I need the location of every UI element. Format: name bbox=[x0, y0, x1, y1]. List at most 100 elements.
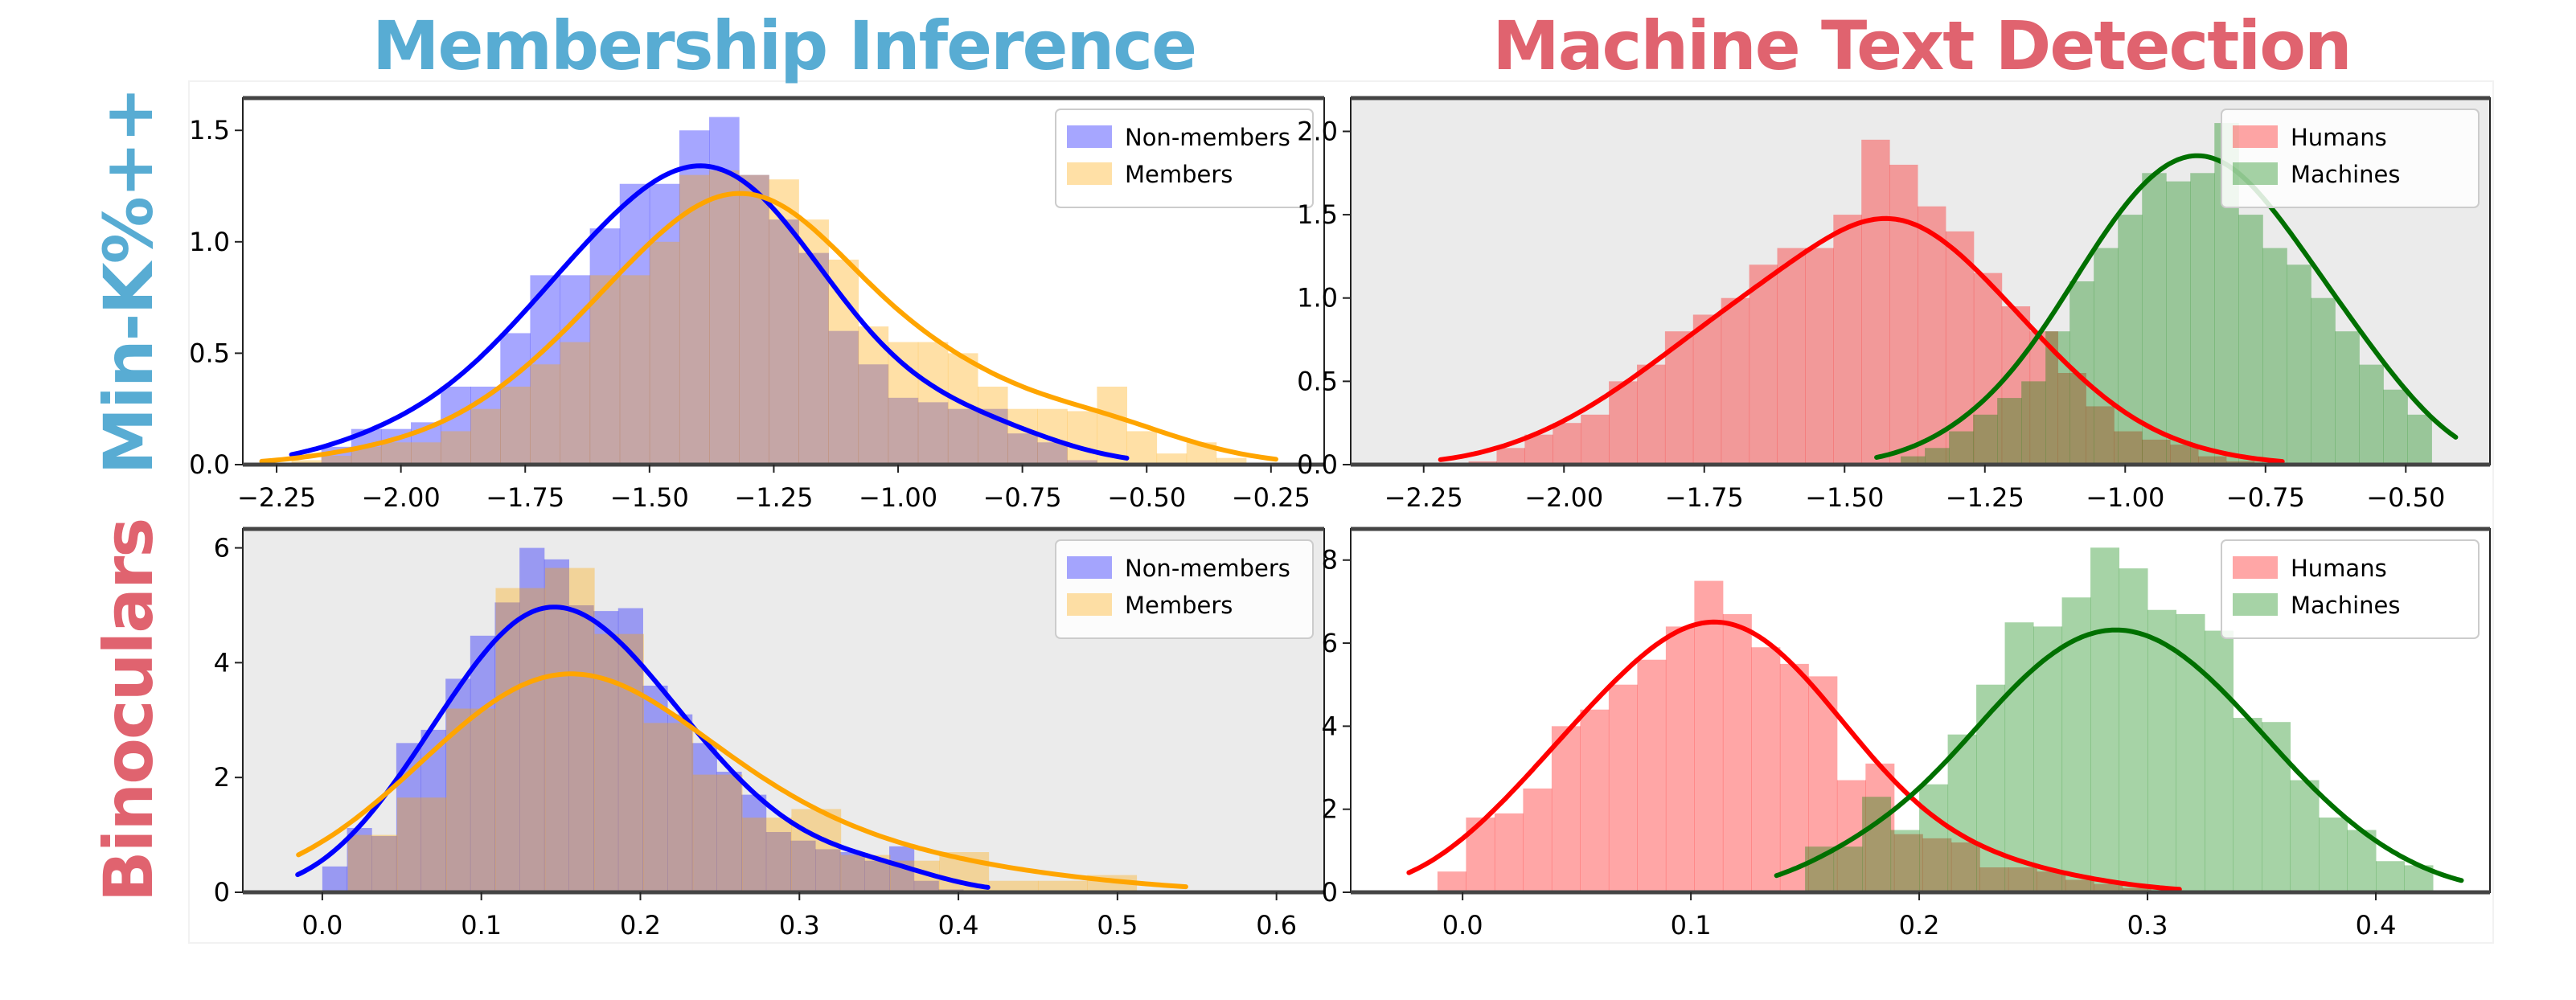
histogram-members bbox=[291, 170, 1247, 465]
column-title-machine-text-detection: Machine Text Detection bbox=[1492, 6, 2352, 85]
histogram-bar bbox=[1007, 433, 1038, 465]
histogram-bar bbox=[988, 880, 1039, 892]
histogram-bar bbox=[1861, 139, 1890, 465]
kde-line-machines bbox=[1874, 153, 2459, 460]
histogram-bar bbox=[2037, 871, 2066, 892]
histogram-bar bbox=[1751, 647, 1781, 892]
histogram-bar bbox=[917, 402, 949, 465]
kde-line-machines bbox=[1774, 627, 2464, 883]
histogram-bar bbox=[445, 678, 471, 892]
histogram-bar bbox=[1694, 580, 1724, 892]
histogram-bar bbox=[589, 228, 621, 465]
x-tick-label: 0.2 bbox=[620, 910, 661, 941]
histogram-bar bbox=[2190, 173, 2215, 465]
subplot-tr: −2.25 −2.00 −1.75 −1.50 −1.25 −1.00 −0.75 −0.50… bbox=[1297, 96, 2491, 513]
histogram-bar bbox=[519, 547, 545, 892]
column-title-membership-inference: Membership Inference bbox=[371, 6, 1197, 85]
y-tick-label: 1.0 bbox=[189, 227, 230, 257]
legend-box bbox=[1055, 109, 1314, 208]
histogram-bar bbox=[679, 174, 710, 465]
histogram-bar bbox=[560, 342, 591, 465]
legend: Humans Machines bbox=[2221, 539, 2480, 639]
legend-label-non-members: Non-members bbox=[1125, 124, 1290, 151]
histogram-bar bbox=[1156, 453, 1188, 465]
histogram-bar bbox=[396, 797, 447, 892]
histogram-bar bbox=[1692, 314, 1722, 465]
histogram-bar bbox=[1862, 797, 1892, 892]
y-tick-label: 2.0 bbox=[1297, 116, 1338, 146]
histogram-bar bbox=[1722, 613, 1752, 892]
histogram-bar bbox=[500, 386, 531, 465]
histogram-bar bbox=[1836, 780, 1866, 892]
histogram-bar bbox=[1581, 414, 1610, 465]
histogram-bar bbox=[815, 849, 841, 892]
histogram-bar bbox=[1665, 626, 1695, 892]
x-tick-label: −1.00 bbox=[859, 482, 937, 513]
histogram-bar bbox=[667, 714, 693, 892]
legend-swatch-machines bbox=[2233, 593, 2278, 616]
histogram-bar bbox=[888, 397, 919, 465]
histogram-bar bbox=[2057, 373, 2086, 465]
histogram-bar bbox=[500, 333, 531, 465]
histogram-bar bbox=[1949, 431, 1974, 465]
histogram-bar bbox=[2122, 887, 2151, 892]
kde-line-humans bbox=[1406, 619, 2182, 892]
histogram-bar bbox=[530, 364, 561, 465]
y-tick-label: 6 bbox=[214, 533, 230, 564]
y-tick-label: 1.5 bbox=[189, 115, 230, 145]
kde-line-non-members bbox=[289, 163, 1130, 461]
histogram-non-members bbox=[322, 547, 964, 892]
histogram-bar bbox=[544, 568, 595, 892]
histogram-bar bbox=[1007, 408, 1038, 465]
histogram-bar bbox=[371, 836, 397, 892]
histogram-bar bbox=[888, 342, 919, 465]
histogram-bar bbox=[1216, 457, 1247, 465]
histogram-bar bbox=[649, 241, 680, 465]
histogram-humans bbox=[1437, 580, 2151, 892]
histogram-bar bbox=[1925, 448, 1950, 465]
histogram-bar bbox=[495, 588, 546, 892]
histogram-bar bbox=[619, 183, 650, 465]
histogram-bar bbox=[2335, 331, 2360, 465]
histogram-bar bbox=[2065, 879, 2094, 892]
histogram-bar bbox=[1779, 663, 1809, 892]
histogram-bar bbox=[1037, 880, 1088, 892]
legend-box bbox=[1055, 539, 1314, 639]
histogram-bar bbox=[2114, 431, 2143, 465]
y-tick-label: 0.5 bbox=[189, 338, 230, 368]
histogram-bar bbox=[446, 708, 496, 892]
x-tick-label: 0.3 bbox=[2127, 910, 2168, 941]
histogram-bar bbox=[1496, 448, 1525, 465]
histogram-bar bbox=[2008, 867, 2037, 892]
x-tick-label: 0.3 bbox=[779, 910, 820, 941]
legend-swatch-humans bbox=[2233, 125, 2278, 148]
legend-label-machines: Machines bbox=[2291, 161, 2401, 188]
legend-label-humans: Humans bbox=[2291, 124, 2387, 151]
histogram-bar bbox=[1833, 846, 1863, 892]
histogram-bar bbox=[2033, 626, 2063, 892]
histogram-bar bbox=[1976, 684, 2006, 892]
y-tick-label: 0.0 bbox=[189, 449, 230, 480]
histogram-bar bbox=[716, 772, 742, 892]
histogram-bar bbox=[494, 602, 520, 892]
x-tick-label: −0.75 bbox=[2226, 482, 2305, 513]
histogram-bar bbox=[2205, 630, 2234, 892]
histogram-bar bbox=[917, 342, 949, 465]
histogram-bar bbox=[2045, 331, 2070, 465]
histogram-bar bbox=[2147, 609, 2177, 892]
histogram-bar bbox=[2142, 173, 2167, 465]
x-tick-label: 0.0 bbox=[1442, 910, 1483, 941]
histogram-bar bbox=[1524, 434, 1553, 465]
y-tick-label: 1.0 bbox=[1297, 283, 1338, 314]
y-tick-label: 0 bbox=[214, 877, 230, 908]
histogram-bar bbox=[1833, 215, 1862, 465]
histogram-bar bbox=[380, 442, 412, 465]
histogram-bar bbox=[691, 743, 717, 892]
histogram-bar bbox=[2198, 456, 2227, 465]
histogram-bar bbox=[977, 386, 1008, 465]
histogram-machines bbox=[1805, 547, 2434, 892]
histogram-bar bbox=[1721, 297, 1750, 465]
histogram-bar bbox=[864, 860, 890, 892]
histogram-bar bbox=[1979, 867, 2009, 892]
